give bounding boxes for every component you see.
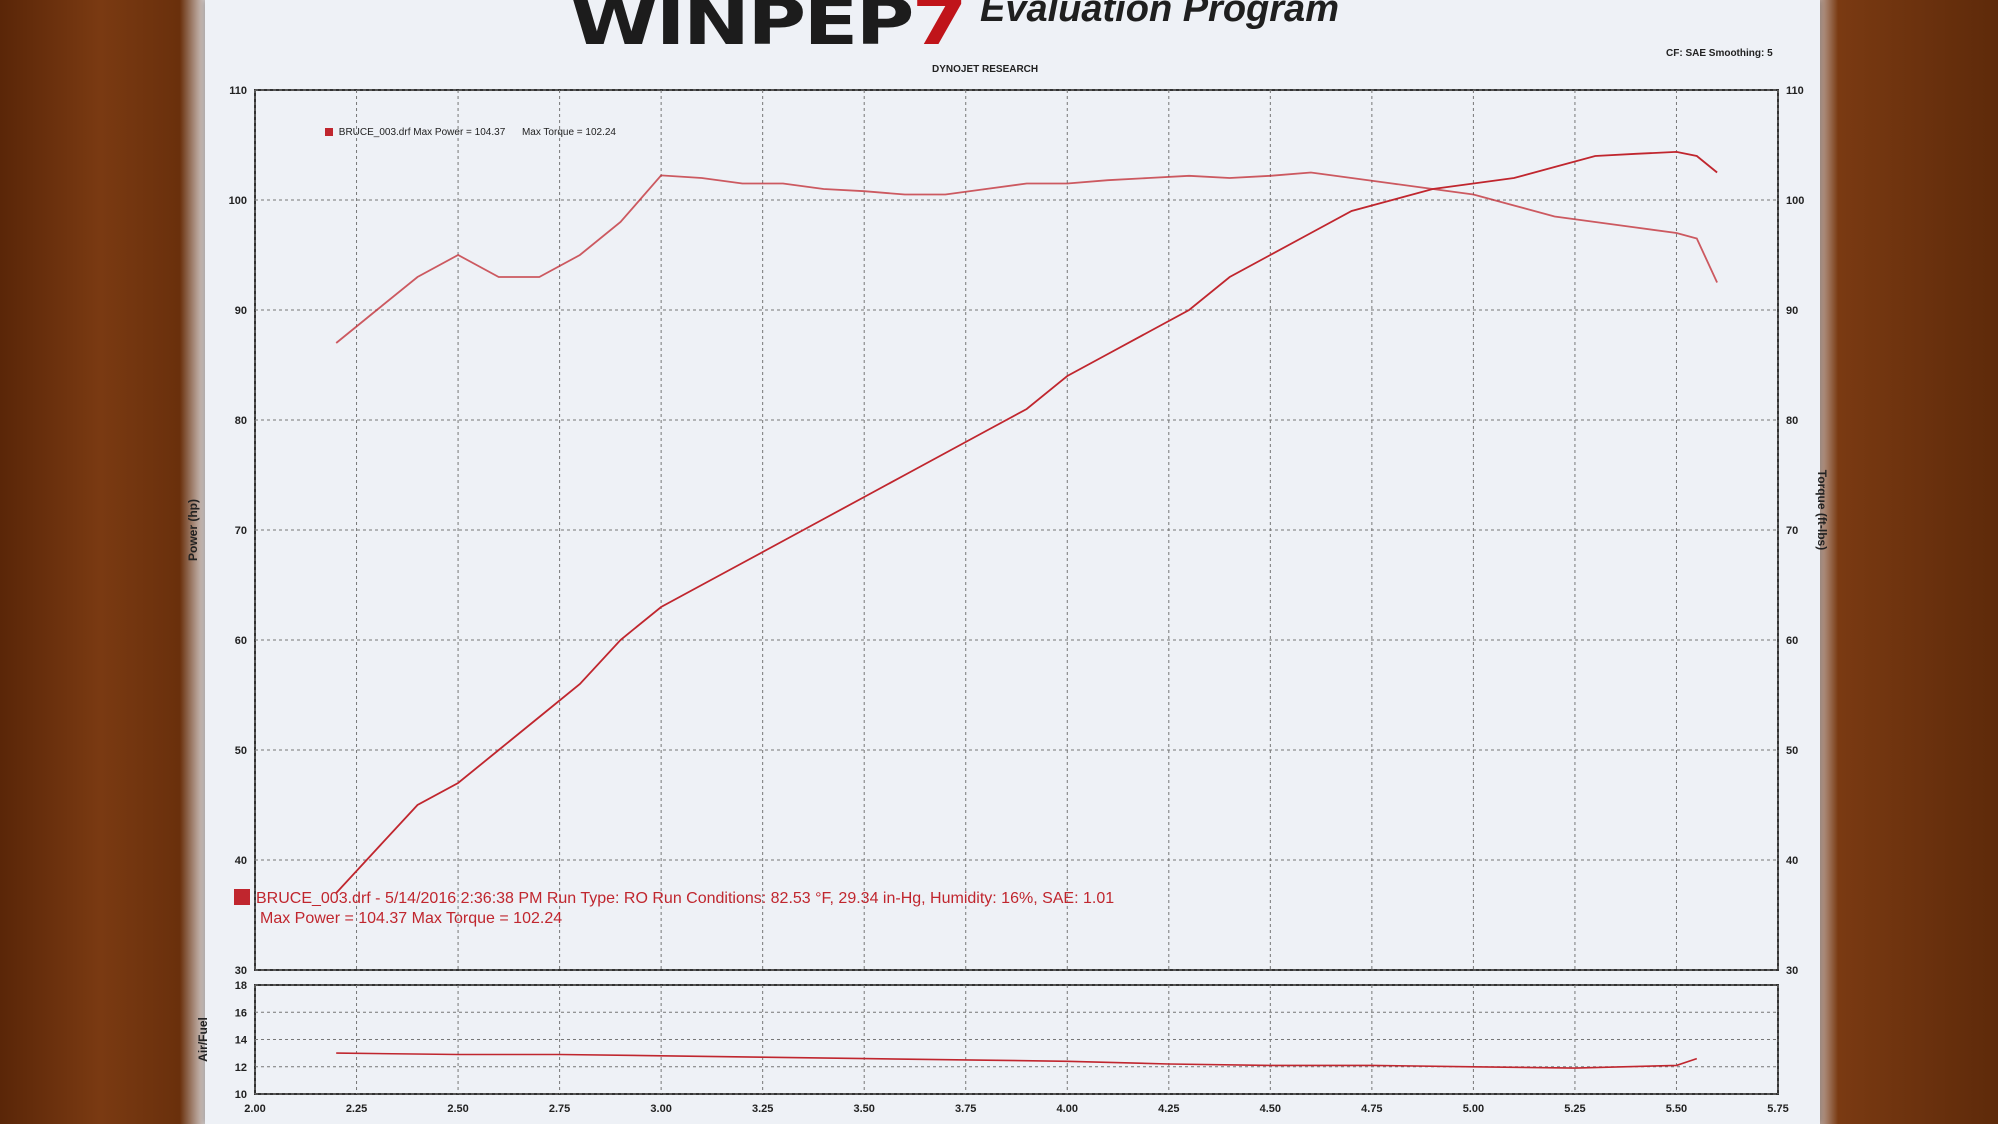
y-tick-label: 110 — [229, 85, 247, 97]
x-tick-label: 5.75 — [1767, 1103, 1788, 1115]
y2-tick-label: 70 — [1786, 525, 1798, 537]
x-tick-label: 5.00 — [1463, 1103, 1484, 1115]
x-tick-label: 5.25 — [1564, 1103, 1585, 1115]
x-tick-label: 3.25 — [752, 1103, 773, 1115]
y2-tick-label: 80 — [1786, 415, 1798, 427]
run-info-line2: Max Power = 104.37 Max Torque = 102.24 — [260, 910, 563, 927]
y-tick-label: 100 — [229, 195, 247, 207]
y-tick-label: 50 — [235, 745, 247, 757]
run-swatch — [234, 889, 250, 905]
y2-tick-label: 40 — [1786, 855, 1798, 867]
x-tick-label: 3.00 — [650, 1103, 671, 1115]
af-axis-label: Air/Fuel — [196, 1017, 210, 1062]
legend-swatch — [325, 128, 333, 136]
y-tick-label: 30 — [235, 965, 247, 977]
dyno-sheet — [205, 0, 1820, 1124]
x-tick-label: 4.50 — [1260, 1103, 1281, 1115]
air-fuel-line — [336, 1052, 1698, 1069]
x-tick-label: 4.25 — [1158, 1103, 1179, 1115]
y2-tick-label: 90 — [1786, 305, 1798, 317]
power-line — [335, 150, 1718, 894]
af-y-tick-label: 14 — [235, 1035, 248, 1047]
main-series — [335, 150, 1718, 894]
legend-torque: Max Torque = 102.24 — [521, 127, 616, 138]
y-axis-label: Power (hp) — [186, 499, 200, 561]
x-tick-label: 5.50 — [1666, 1103, 1687, 1115]
legend-file: BRUCE_003.drf Max Power = 104.37 — [338, 127, 506, 138]
x-tick-label: 2.50 — [447, 1103, 468, 1115]
y2-tick-label: 110 — [1786, 85, 1804, 97]
y-tick-label: 70 — [235, 525, 247, 537]
settings-label: CF: SAE Smoothing: 5 — [1666, 48, 1773, 59]
x-tick-label: 2.25 — [346, 1103, 367, 1115]
main-ticks: 30 30 40 40 50 50 60 60 70 70 80 80 90 90 100 100 110 110 — [229, 85, 1805, 977]
run-info: BRUCE_003.drf - 5/14/2016 2:36:38 PM Run… — [234, 889, 1114, 929]
y2-tick-label: 50 — [1786, 745, 1798, 757]
legend: BRUCE_003.drf Max Power = 104.37 Max Tor… — [325, 127, 616, 138]
torque-line — [335, 171, 1718, 344]
af-y-tick-label: 18 — [235, 980, 247, 992]
y-tick-label: 90 — [235, 305, 247, 317]
x-tick-label: 4.00 — [1057, 1103, 1078, 1115]
af-grid — [254, 984, 1779, 1095]
chart-source: DYNOJET RESEARCH — [932, 64, 1039, 75]
x-tick-label: 3.75 — [955, 1103, 976, 1115]
x-tick-label: 2.75 — [549, 1103, 570, 1115]
af-series — [336, 1052, 1698, 1069]
y2-tick-label: 60 — [1786, 635, 1798, 647]
y-tick-label: 40 — [235, 855, 247, 867]
x-tick-label: 2.00 — [244, 1103, 265, 1115]
winpep-logo: WINPEP7 — [570, 0, 968, 60]
y2-tick-label: 100 — [1786, 195, 1804, 207]
x-tick-label: 4.75 — [1361, 1103, 1382, 1115]
af-y-tick-label: 10 — [235, 1089, 247, 1101]
main-grid — [254, 89, 1779, 971]
x-tick-label: 3.50 — [853, 1103, 874, 1115]
af-y-tick-label: 12 — [235, 1062, 247, 1074]
run-info-line1: BRUCE_003.drf - 5/14/2016 2:36:38 PM Run… — [256, 890, 1115, 907]
af-ticks: 10 12 14 16 18 2.00 2.25 2.50 2.75 3.00 3.25 3.50 3.… — [235, 980, 1789, 1115]
y2-axis-label: Torque (ft-lbs) — [1815, 470, 1829, 550]
y-tick-label: 80 — [235, 415, 247, 427]
y2-tick-label: 30 — [1786, 965, 1798, 977]
af-y-tick-label: 16 — [235, 1007, 247, 1019]
program-title: Evaluation Program — [980, 0, 1339, 30]
y-tick-label: 60 — [235, 635, 247, 647]
